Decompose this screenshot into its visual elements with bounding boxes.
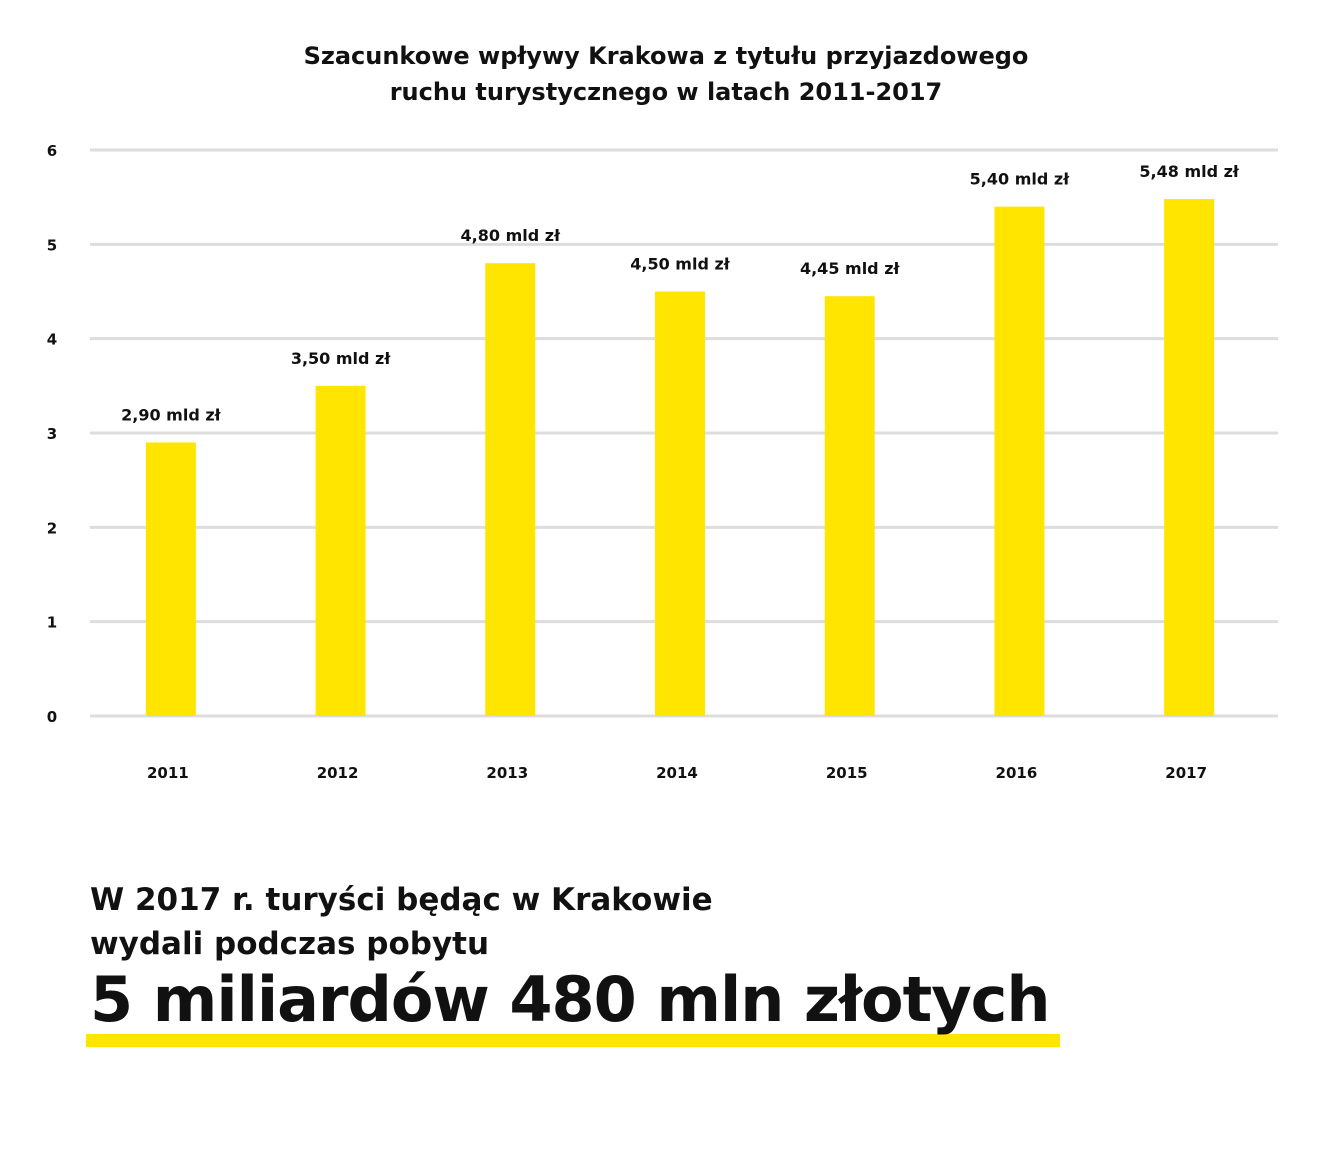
data-label: 5,48 mld zł <box>1139 162 1240 181</box>
x-tick-label: 2012 <box>317 764 359 782</box>
y-tick-label: 0 <box>47 708 57 726</box>
data-label: 4,45 mld zł <box>800 259 901 278</box>
highlight-block: 5 miliardów 480 mln złotych <box>86 960 1060 1047</box>
highlight-underline <box>86 1034 1060 1047</box>
chart-title-line-2: ruchu turystycznego w latach 2011-2017 <box>389 78 943 106</box>
x-tick-label: 2013 <box>486 764 528 782</box>
chart-title: Szacunkowe wpływy Krakowa z tytułu przyj… <box>0 38 1332 110</box>
summary-line-1: W 2017 r. turyści będąc w Krakowie <box>90 882 713 918</box>
data-label: 2,90 mld zł <box>121 405 222 424</box>
bar-2013 <box>485 263 536 716</box>
y-tick-label: 5 <box>47 236 57 254</box>
x-tick-label: 2015 <box>826 764 868 782</box>
data-label: 4,80 mld zł <box>461 226 562 245</box>
data-label: 3,50 mld zł <box>291 349 392 368</box>
bar-2014 <box>655 291 705 716</box>
highlight-amount: 5 miliardów 480 mln złotych <box>90 963 1051 1036</box>
x-tick-label: 2011 <box>147 764 189 782</box>
bar-2016 <box>994 206 1045 716</box>
data-label: 4,50 mld zł <box>630 255 731 274</box>
bar-chart: 0 1 2 3 4 5 6 2,90 mld zł 2011 3,50 mld zł 2012 4,8… <box>47 142 1278 782</box>
summary-text: W 2017 r. turyści będąc w Krakowie wydal… <box>90 878 713 966</box>
y-tick-label: 3 <box>47 425 57 443</box>
x-tick-label: 2016 <box>996 764 1038 782</box>
y-tick-label: 1 <box>47 614 57 632</box>
x-tick-label: 2017 <box>1165 764 1207 782</box>
bar-2012 <box>315 385 366 716</box>
summary-line-2: wydali podczas pobytu <box>90 926 490 962</box>
bar-2015 <box>824 296 875 716</box>
bar-2011 <box>145 442 196 716</box>
x-tick-label: 2014 <box>656 764 698 782</box>
bar-2017 <box>1164 199 1215 716</box>
data-label: 5,40 mld zł <box>970 170 1071 189</box>
y-tick-label: 6 <box>47 142 57 160</box>
y-tick-label: 4 <box>47 331 57 349</box>
y-tick-label: 2 <box>47 519 57 537</box>
chart-title-line-1: Szacunkowe wpływy Krakowa z tytułu przyj… <box>303 42 1029 70</box>
